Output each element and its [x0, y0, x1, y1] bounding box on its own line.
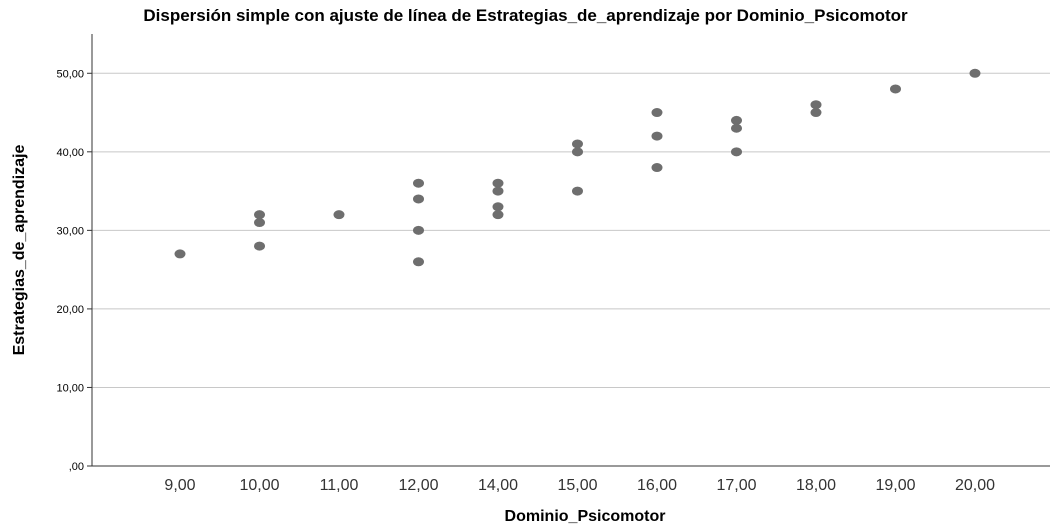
data-point [254, 210, 265, 220]
y-tick-label: ,00 [69, 461, 84, 473]
y-tick-label: 30,00 [56, 225, 84, 237]
x-tick-label: 19,00 [875, 477, 915, 494]
data-point [413, 194, 424, 204]
data-point [810, 100, 822, 110]
y-tick-label: 40,00 [56, 147, 84, 159]
x-tick-label: 11,00 [320, 477, 359, 494]
data-point [492, 178, 504, 188]
data-point [492, 186, 504, 196]
x-tick-label: 10,00 [239, 477, 279, 494]
y-tick-label: 20,00 [56, 304, 84, 316]
data-point [572, 147, 583, 157]
grid-lines [87, 72, 1050, 467]
x-tick-label: 18,00 [796, 477, 836, 494]
data-point [969, 68, 981, 78]
data-point [572, 186, 583, 196]
x-tick-label: 17,00 [716, 477, 756, 494]
data-point [890, 84, 901, 94]
x-tick-labels: 9,00 10,00 11,00 12,00 14,00 15,00 16,00 17,00 1… [164, 477, 995, 494]
data-point [333, 210, 345, 220]
data-point [651, 108, 663, 118]
data-point [731, 123, 742, 133]
data-point [492, 210, 504, 220]
data-point [413, 225, 424, 235]
data-point [254, 218, 265, 228]
chart-title: Dispersión simple con ajuste de línea de… [143, 6, 908, 25]
x-tick-label: 9,00 [164, 477, 195, 494]
x-axis-label: Dominio_Psicomotor [504, 508, 666, 525]
data-points [174, 68, 981, 267]
data-point [731, 147, 742, 157]
data-point [254, 241, 265, 251]
x-tick-label: 14,00 [478, 477, 518, 494]
data-point [413, 257, 424, 267]
x-tick-label: 20,00 [955, 477, 995, 494]
y-tick-labels: ,00 10,00 20,00 30,00 40,00 50,00 [56, 68, 84, 473]
x-tick-label: 16,00 [637, 477, 677, 494]
data-point [731, 115, 742, 125]
data-point [174, 249, 186, 259]
data-point [413, 178, 424, 188]
data-point [572, 139, 583, 149]
x-tick-label: 15,00 [557, 477, 597, 494]
y-tick-label: 10,00 [56, 382, 84, 394]
data-point [651, 163, 663, 173]
axes [91, 34, 1050, 467]
x-tick-label: 12,00 [398, 477, 438, 494]
data-point [810, 108, 822, 118]
data-point [492, 202, 504, 212]
y-tick-label: 50,00 [56, 68, 84, 80]
data-point [651, 131, 663, 141]
